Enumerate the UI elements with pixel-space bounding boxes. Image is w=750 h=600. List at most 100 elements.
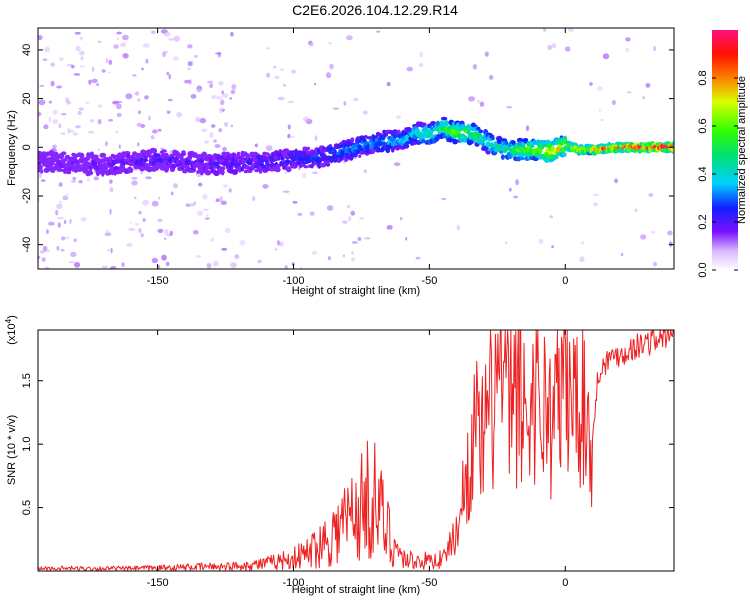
noise-blob	[141, 67, 144, 71]
noise-blob	[169, 230, 173, 236]
noise-blob	[80, 56, 84, 61]
noise-blob	[597, 86, 603, 91]
spectrogram-heatmap	[38, 28, 674, 269]
noise-blob	[229, 97, 233, 100]
ridge-blob	[478, 129, 483, 134]
noise-blob	[166, 110, 171, 114]
noise-blob	[66, 193, 69, 196]
noise-blob	[213, 260, 219, 267]
noise-blob	[625, 37, 631, 42]
noise-blob	[314, 135, 318, 142]
noise-blob	[602, 53, 610, 60]
noise-blob	[190, 94, 197, 99]
noise-blob	[134, 223, 139, 226]
noise-blob	[343, 101, 347, 106]
noise-blob	[456, 225, 460, 231]
ridge-blob	[420, 139, 426, 144]
noise-blob	[166, 71, 169, 76]
spectrogram-x-tick-label: -150	[147, 275, 169, 287]
ridge-blob	[401, 131, 408, 136]
noise-blob	[257, 259, 262, 264]
noise-blob	[101, 265, 108, 269]
noise-blob	[145, 58, 149, 64]
noise-blob	[91, 78, 98, 83]
snr-panel: -150 -100 -50 0 0.5 1.0 1.5 Height of straigh…	[4, 315, 675, 596]
noise-blob	[70, 251, 77, 258]
ridge-blob	[182, 169, 188, 174]
spectrogram-y-tick-label: 20	[21, 92, 33, 104]
noise-blob	[108, 59, 113, 65]
spectrogram-x-tick-label: 0	[562, 275, 568, 287]
noise-blob	[386, 225, 393, 230]
noise-blob	[136, 142, 140, 147]
noise-blob	[230, 89, 236, 95]
noise-blob	[38, 255, 41, 259]
noise-blob	[332, 107, 340, 110]
noise-blob	[287, 100, 294, 104]
ridge-blob	[452, 138, 458, 145]
noise-blob	[251, 195, 256, 202]
ridge-blob	[420, 134, 424, 141]
spectrogram-y-axis-label: Frequency (Hz)	[6, 110, 18, 186]
noise-blob	[145, 176, 152, 180]
noise-blob	[513, 195, 518, 199]
ridge-blob	[240, 166, 245, 172]
noise-blob	[543, 28, 547, 32]
noise-blob	[57, 222, 61, 228]
noise-blob	[106, 249, 111, 252]
ridge-blob	[60, 151, 67, 156]
noise-blob	[62, 195, 69, 201]
noise-blob	[292, 200, 298, 204]
ridge-blob	[161, 149, 167, 153]
noise-blob	[418, 63, 424, 68]
noise-blob	[42, 245, 48, 252]
ridge-blob	[237, 166, 242, 173]
noise-blob	[160, 147, 165, 150]
noise-blob	[230, 124, 233, 128]
ridge-blob	[670, 146, 674, 153]
noise-blob	[78, 180, 83, 184]
noise-blob	[138, 210, 142, 215]
noise-blob	[73, 73, 81, 76]
noise-blob	[121, 262, 125, 268]
noise-blob	[50, 80, 55, 87]
noise-blob	[224, 227, 231, 233]
ridge-blob	[499, 150, 504, 154]
ridge-blob	[280, 157, 285, 161]
noise-blob	[309, 211, 315, 216]
noise-blob	[170, 191, 174, 196]
noise-blob	[362, 110, 368, 115]
noise-blob	[73, 238, 77, 242]
noise-blob	[277, 96, 285, 101]
noise-blob	[396, 115, 401, 120]
noise-blob	[56, 85, 62, 89]
noise-blob	[352, 97, 359, 102]
noise-blob	[142, 43, 150, 48]
noise-blob	[73, 132, 78, 136]
ridge-blob	[358, 154, 362, 158]
ridge-blob	[476, 126, 481, 131]
noise-blob	[326, 205, 334, 211]
ridge-blob	[62, 160, 66, 166]
noise-blob	[48, 116, 51, 123]
colorbar-gradient	[712, 30, 738, 270]
noise-blob	[209, 132, 214, 138]
noise-blob	[203, 208, 209, 211]
spectrogram-y-tick-label: 40	[21, 44, 33, 56]
ridge-blob	[511, 140, 516, 146]
noise-blob	[234, 254, 240, 260]
ridge-blob	[116, 159, 122, 164]
noise-blob	[107, 71, 111, 74]
ridge-blob	[519, 156, 525, 161]
noise-blob	[214, 144, 221, 148]
noise-blob	[78, 50, 85, 56]
noise-blob	[59, 57, 64, 61]
noise-blob	[75, 125, 81, 129]
noise-blob	[329, 63, 334, 70]
noise-blob	[72, 176, 76, 181]
noise-blob	[220, 100, 225, 106]
noise-blob	[108, 119, 114, 122]
noise-blob	[309, 42, 314, 47]
noise-blob	[168, 73, 171, 80]
